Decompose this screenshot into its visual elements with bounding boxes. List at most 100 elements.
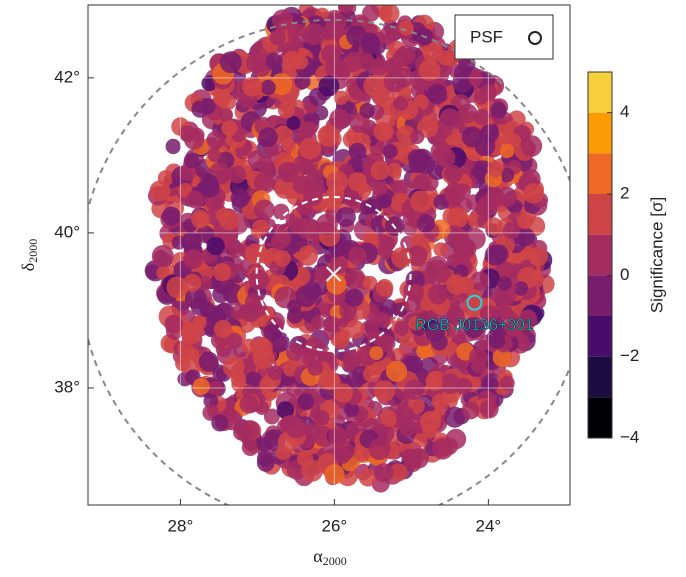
map-texture [242, 76, 263, 97]
map-texture [500, 375, 515, 391]
map-texture [206, 130, 225, 149]
map-texture [359, 102, 375, 119]
map-texture [270, 73, 293, 96]
map-texture [484, 244, 507, 266]
map-texture [177, 341, 194, 358]
map-texture [149, 180, 171, 202]
map-texture [477, 194, 499, 216]
legend-label: PSF [470, 27, 503, 46]
colorbar-band [588, 316, 612, 357]
map-texture [383, 144, 398, 159]
map-texture [369, 346, 384, 361]
source-marker [466, 294, 483, 311]
map-texture [328, 426, 347, 446]
map-texture [329, 255, 349, 274]
source-label: RGB J0136+391 [415, 317, 534, 334]
map-texture [181, 232, 202, 253]
map-texture [252, 219, 269, 236]
x-tick-label: 26° [322, 516, 348, 535]
map-texture [523, 183, 544, 204]
map-texture [274, 250, 291, 267]
map-texture [164, 314, 184, 334]
colorbar-band [588, 153, 612, 194]
map-texture [463, 316, 485, 339]
map-texture [307, 360, 324, 376]
map-texture [489, 332, 506, 349]
map-texture [196, 225, 215, 244]
map-texture [377, 194, 392, 209]
map-texture [267, 365, 283, 381]
map-texture [297, 393, 315, 410]
legend-box [454, 14, 554, 60]
map-texture [470, 271, 490, 291]
map-texture [287, 23, 308, 45]
legend-marker [528, 31, 542, 45]
colorbar-tick-label: −4 [620, 427, 639, 446]
map-texture [452, 71, 474, 93]
map-texture [473, 90, 489, 105]
x-tick-label: 24° [476, 516, 502, 535]
colorbar-frame [587, 71, 613, 439]
map-texture [495, 262, 516, 283]
y-tick-label: 40° [54, 222, 80, 241]
map-texture [332, 331, 350, 349]
map-texture [433, 242, 448, 257]
colorbar-tick-label: −2 [620, 346, 639, 365]
center-marker [325, 266, 342, 282]
colorbar-band [588, 356, 612, 398]
colorbar-band [588, 194, 612, 235]
map-texture [363, 75, 385, 97]
map-texture [502, 221, 521, 240]
map-texture [410, 190, 433, 213]
map-texture [293, 54, 308, 70]
map-texture [207, 148, 222, 163]
x-tick-label: 28° [168, 516, 194, 535]
map-texture [378, 6, 393, 21]
map-texture [186, 190, 205, 209]
map-texture [254, 199, 275, 221]
map-texture [520, 135, 543, 157]
map-texture [320, 24, 337, 41]
map-texture [362, 275, 378, 291]
map-texture [265, 52, 283, 71]
y-label-sub: 2000 [26, 239, 40, 263]
map-texture [326, 185, 345, 204]
map-texture [219, 209, 240, 231]
map-texture [345, 319, 365, 339]
map-texture [315, 213, 338, 236]
map-texture [344, 52, 364, 72]
map-texture [228, 241, 245, 258]
y-label-symbol: δ [18, 263, 38, 271]
map-texture [431, 437, 454, 460]
map-texture [379, 25, 400, 45]
map-texture [297, 245, 318, 266]
map-texture [277, 161, 299, 183]
map-texture [344, 402, 360, 418]
map [88, 5, 570, 505]
map-texture [394, 320, 410, 336]
map-texture [221, 120, 238, 137]
map-texture [200, 173, 219, 193]
x-label-sub: 2000 [323, 554, 347, 568]
map-texture [258, 127, 278, 147]
map-texture [285, 343, 304, 361]
map-texture [373, 380, 396, 402]
map-texture [500, 143, 515, 159]
map-texture [418, 59, 441, 81]
map-texture [244, 243, 267, 265]
map-texture [321, 44, 341, 64]
map-texture [203, 393, 219, 409]
map-texture [457, 103, 478, 124]
map-texture [357, 183, 372, 198]
map-texture [190, 209, 210, 229]
map-texture [281, 137, 296, 152]
map-texture [464, 227, 486, 250]
map-texture [184, 287, 207, 309]
map-texture [345, 288, 364, 307]
map-texture [263, 323, 282, 342]
map-texture [302, 121, 318, 137]
map-texture [398, 20, 414, 36]
map-texture [444, 406, 466, 428]
map-texture [439, 108, 461, 130]
map-texture [422, 41, 444, 63]
